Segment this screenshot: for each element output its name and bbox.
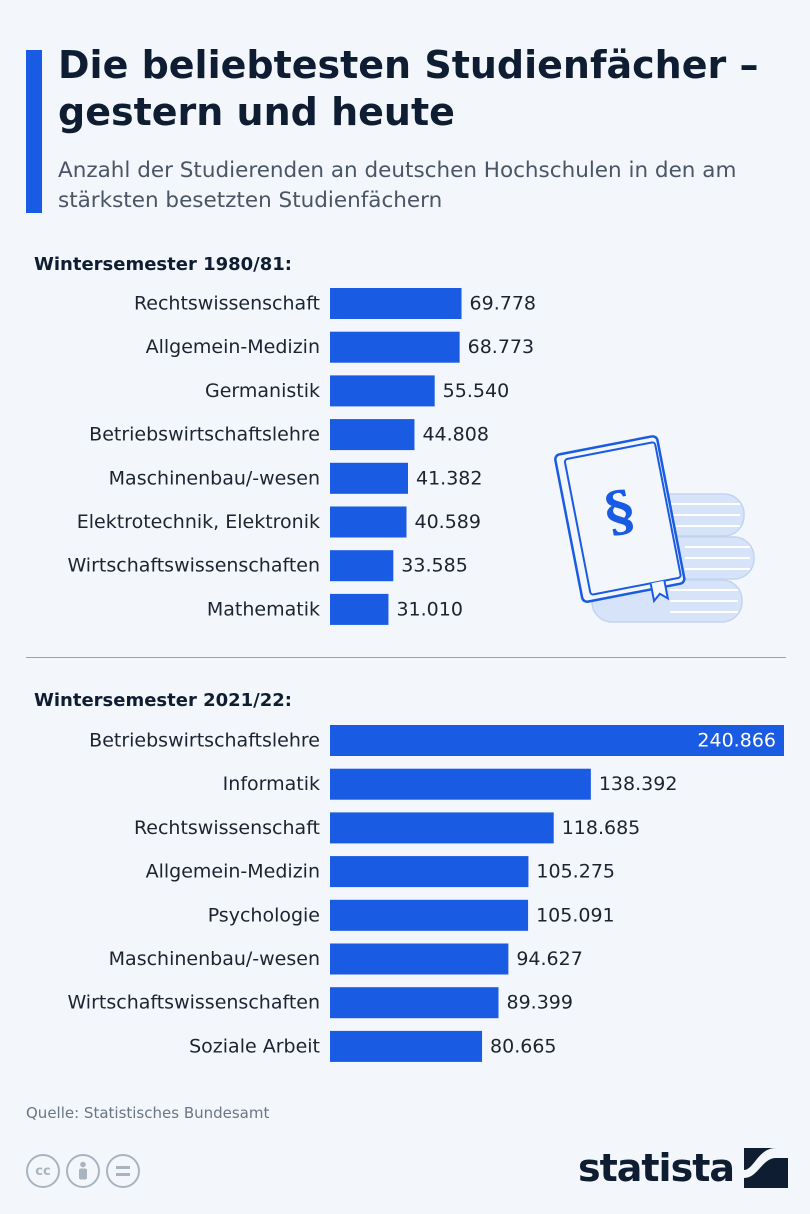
value-label-maschinenbau-wesen: 94.627 — [516, 948, 582, 970]
category-label-wirtschaftswissenschaften: Wirtschaftswissenschaften — [67, 555, 320, 577]
value-label-rechtswissenschaft: 118.685 — [562, 817, 641, 839]
category-label-betriebswirtschaftslehre: Betriebswirtschaftslehre — [89, 424, 320, 446]
bar-rechtswissenschaft — [330, 812, 554, 844]
section-heading-1980: Wintersemester 1980/81: — [34, 254, 293, 275]
category-label-allgemein-medizin: Allgemein-Medizin — [146, 861, 320, 883]
category-label-mathematik: Mathematik — [207, 598, 320, 620]
bar-maschinenbau-wesen — [330, 943, 509, 975]
value-label-rechtswissenschaft: 69.778 — [470, 293, 536, 315]
section-heading-2021: Wintersemester 2021/22: — [34, 690, 293, 711]
category-label-psychologie: Psychologie — [208, 904, 320, 926]
value-label-betriebswirtschaftslehre: 44.808 — [422, 424, 488, 446]
category-label-elektrotechnik-elektronik: Elektrotechnik, Elektronik — [77, 511, 320, 533]
value-label-mathematik: 31.010 — [396, 598, 462, 620]
value-label-betriebswirtschaftslehre: 240.866 — [697, 730, 776, 752]
value-label-soziale-arbeit: 80.665 — [490, 1035, 556, 1057]
value-label-allgemein-medizin: 68.773 — [468, 336, 534, 358]
bar-wirtschaftswissenschaften — [330, 987, 499, 1019]
bar-betriebswirtschaftslehre — [330, 419, 415, 451]
category-label-rechtswissenschaft: Rechtswissenschaft — [134, 817, 320, 839]
brand-name: statista — [577, 1146, 735, 1190]
value-label-psychologie: 105.091 — [536, 904, 615, 926]
attribution-icon — [66, 1154, 100, 1188]
bar-mathematik — [330, 593, 389, 625]
value-label-informatik: 138.392 — [599, 773, 678, 795]
creative-commons-icon: cc — [26, 1154, 60, 1188]
category-label-maschinenbau-wesen: Maschinenbau/-wesen — [109, 467, 320, 489]
value-label-allgemein-medizin: 105.275 — [536, 861, 615, 883]
statista-logo: statista — [578, 1146, 788, 1190]
bar-wirtschaftswissenschaften — [330, 550, 394, 582]
bar-soziale-arbeit — [330, 1030, 483, 1062]
bar-psychologie — [330, 899, 529, 931]
bar-betriebswirtschaftslehre — [330, 725, 784, 756]
value-label-maschinenbau-wesen: 41.382 — [416, 467, 482, 489]
license-icons: cc — [26, 1154, 140, 1188]
category-label-wirtschaftswissenschaften: Wirtschaftswissenschaften — [67, 992, 320, 1014]
statista-logo-icon — [744, 1148, 788, 1188]
category-label-informatik: Informatik — [223, 773, 320, 795]
bar-chart-1980: Rechtswissenschaft 69.778 Allgemein-Medizi… — [67, 288, 536, 625]
bar-allgemein-medizin — [330, 331, 460, 363]
bar-germanistik — [330, 375, 435, 407]
value-label-wirtschaftswissenschaften: 33.585 — [401, 555, 467, 577]
category-label-betriebswirtschaftslehre: Betriebswirtschaftslehre — [89, 730, 320, 752]
page-title: Die beliebtesten Studienfächer – gestern… — [58, 43, 759, 134]
source-note: Quelle: Statistisches Bundesamt — [26, 1104, 270, 1122]
value-label-wirtschaftswissenschaften: 89.399 — [507, 992, 573, 1014]
bar-informatik — [330, 768, 591, 800]
bar-maschinenbau-wesen — [330, 462, 408, 494]
category-label-germanistik: Germanistik — [205, 380, 320, 402]
bar-rechtswissenschaft — [330, 288, 462, 319]
value-label-germanistik: 55.540 — [443, 380, 509, 402]
value-label-elektrotechnik-elektronik: 40.589 — [415, 511, 481, 533]
title-accent-bar — [26, 50, 42, 213]
page-subtitle: Anzahl der Studierenden an deutschen Hoc… — [58, 158, 737, 213]
no-derivatives-icon — [106, 1154, 140, 1188]
bar-chart-2021: Betriebswirtschaftslehre 240.866 Informati… — [67, 725, 784, 1062]
category-label-allgemein-medizin: Allgemein-Medizin — [146, 336, 320, 358]
bar-allgemein-medizin — [330, 856, 529, 888]
section-divider — [26, 657, 786, 658]
law-books-icon: § — [554, 435, 755, 623]
bar-elektrotechnik-elektronik — [330, 506, 407, 538]
category-label-rechtswissenschaft: Rechtswissenschaft — [134, 293, 320, 315]
category-label-soziale-arbeit: Soziale Arbeit — [189, 1035, 320, 1057]
category-label-maschinenbau-wesen: Maschinenbau/-wesen — [109, 948, 320, 970]
